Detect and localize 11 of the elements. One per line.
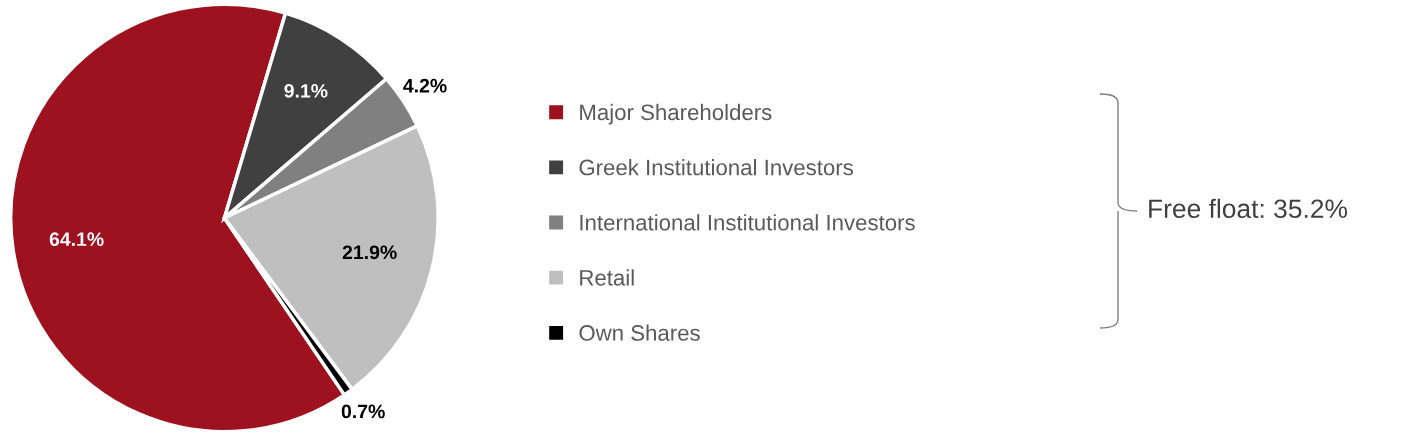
legend-label: Greek Institutional Investors [579, 159, 853, 176]
data-label: 0.7% [341, 404, 385, 419]
text: Free float: 35.2% [1149, 198, 1348, 219]
legend-label: Retail [580, 269, 634, 286]
legend-label: International Institutional Investors [580, 214, 915, 231]
data-label: 9.1% [284, 83, 328, 98]
legend-label: Major Shareholders [580, 103, 772, 125]
legend-label: Own Shares [579, 324, 700, 341]
data-label: 4.2% [403, 78, 447, 93]
data-label: 64.1% [49, 232, 104, 247]
data-label: 21.9% [342, 245, 397, 260]
